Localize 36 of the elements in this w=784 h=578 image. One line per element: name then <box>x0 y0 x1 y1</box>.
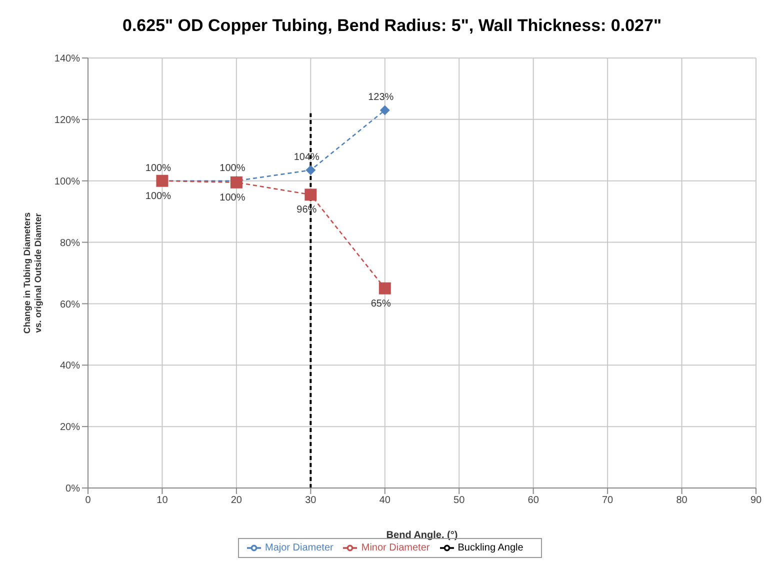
x-tick-label: 90 <box>750 495 762 506</box>
y-tick-label: 0% <box>66 484 80 495</box>
data-label: 100% <box>145 190 172 202</box>
y-tick-label: 60% <box>60 299 80 310</box>
x-tick-label: 60 <box>528 495 540 506</box>
legend-label: Minor Diameter <box>361 542 430 554</box>
point <box>230 176 242 188</box>
data-label: 100% <box>220 162 246 174</box>
y-tick-label: 20% <box>60 422 80 434</box>
y-tick-label: 140% <box>54 54 80 65</box>
data-label: 104% <box>294 152 320 164</box>
x-tick-label: 20 <box>230 495 242 506</box>
data-label: 65% <box>370 298 392 310</box>
y-axis-title: Change in Tubing Diameters vs. original Outside Diamter <box>22 212 43 334</box>
data-label: 123% <box>368 92 394 104</box>
data-label: 100% <box>220 192 246 204</box>
point <box>304 188 317 201</box>
data-label: 96% <box>296 204 317 216</box>
y-tick-label: 100% <box>54 176 80 188</box>
point <box>378 282 391 294</box>
y-tick-label: 80% <box>60 238 80 249</box>
data-label: 100% <box>145 162 172 174</box>
x-tick-label: 10 <box>156 495 168 506</box>
x-tick-label: 30 <box>305 495 317 506</box>
x-tick-label: 70 <box>602 495 614 506</box>
x-tick-label: 0 <box>85 495 92 506</box>
x-tick-label: 80 <box>676 495 688 506</box>
x-tick-label: 40 <box>379 495 391 506</box>
point <box>306 165 316 176</box>
chart-title: 0.625" OD Copper Tubing, Bend Radius: 5", Wall Thickness: 0.027" <box>121 15 663 37</box>
y-tick-label: 120% <box>54 114 80 126</box>
x-tick-label: 50 <box>454 495 466 506</box>
legend-label: Major Diameter <box>265 542 334 554</box>
y-tick-label: 40% <box>60 360 80 372</box>
legend-label: Buckling Angle <box>458 542 524 554</box>
point <box>380 105 390 116</box>
